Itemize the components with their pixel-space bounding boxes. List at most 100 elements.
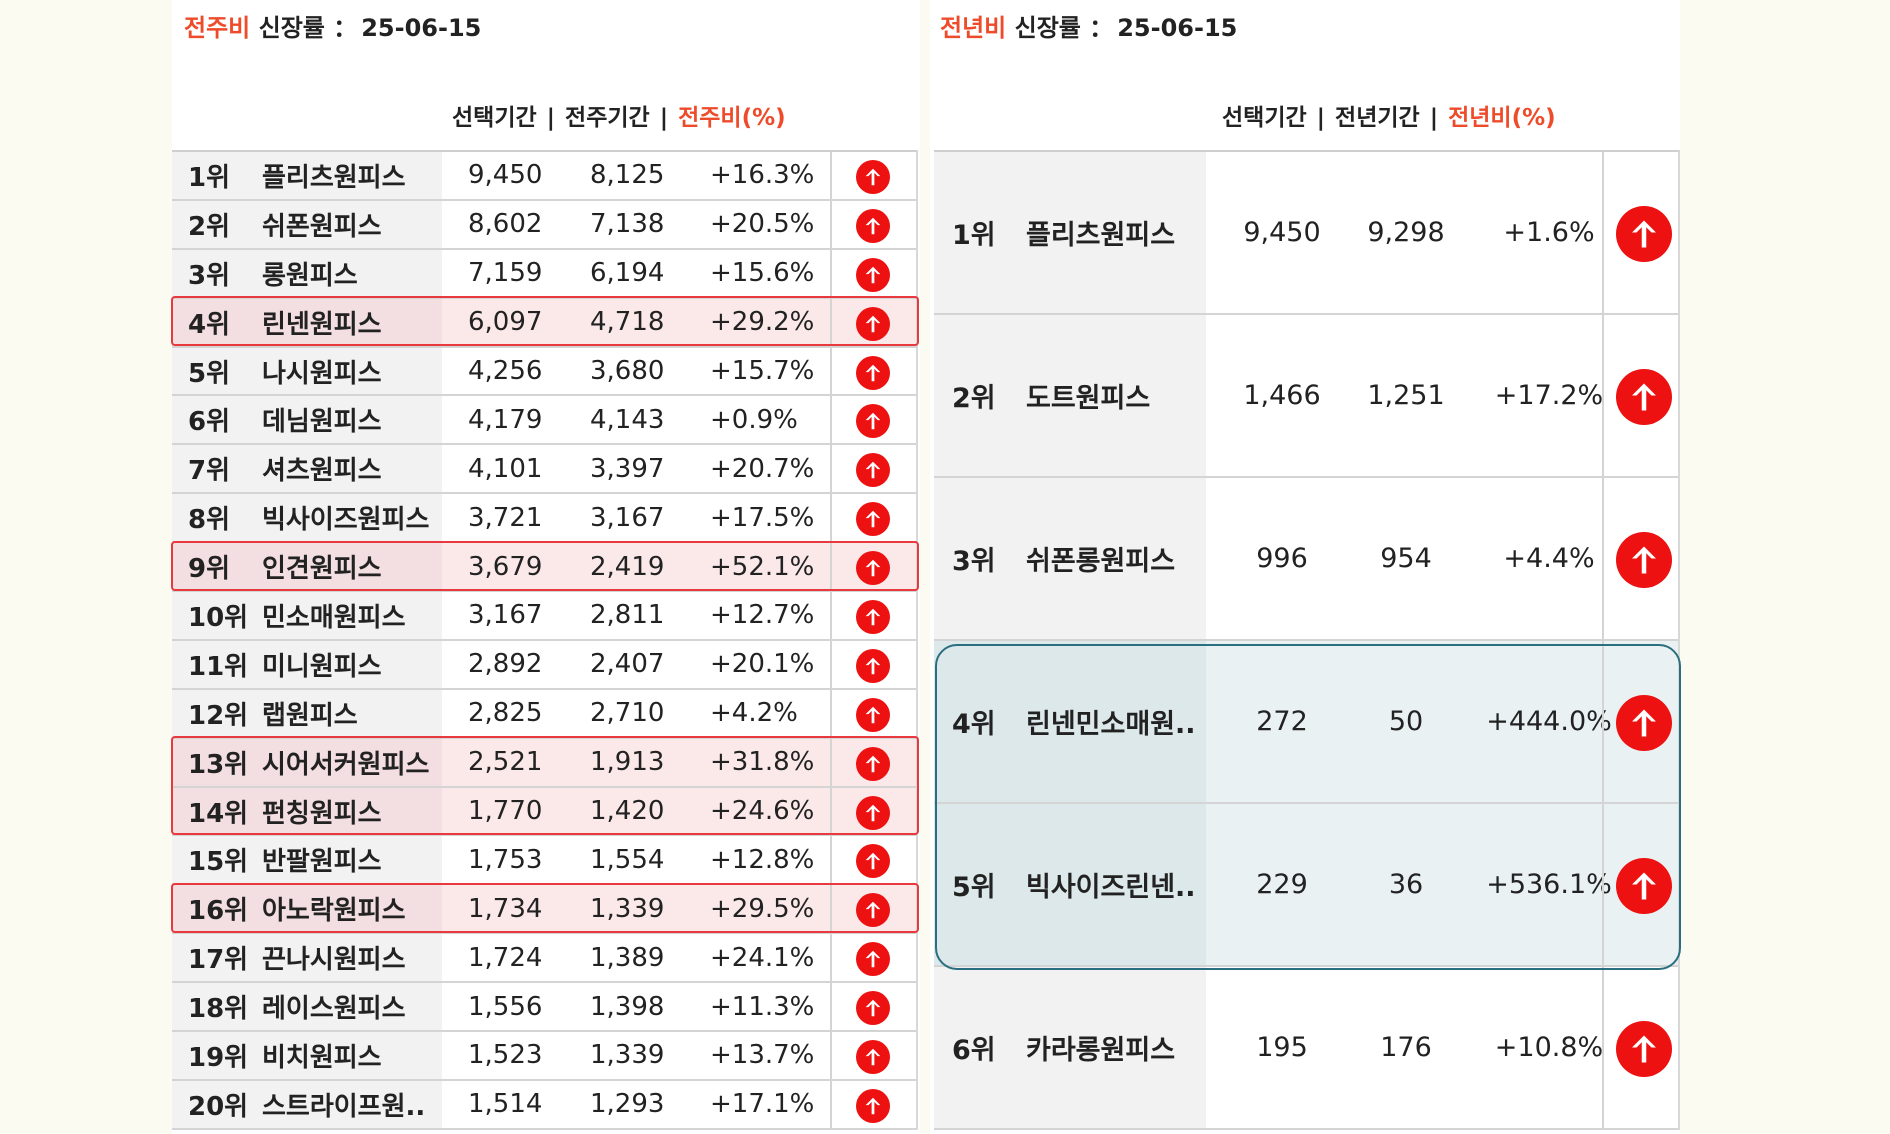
divider: [1602, 641, 1604, 802]
table-row[interactable]: 11위 미니원피스 2,892 2,407 +20.1%: [172, 640, 916, 690]
product-name: 린넨원피스: [262, 309, 382, 340]
table-row[interactable]: 10위 민소매원피스 3,167 2,811 +12.7%: [172, 592, 916, 641]
table-row[interactable]: 20위 스트라이프원.. 1,514 1,293 +17.1%: [172, 1080, 916, 1130]
selected-period-value: 6,097: [468, 307, 543, 338]
table-row[interactable]: 2위 쉬폰원피스 8,602 7,138 +20.5%: [172, 200, 916, 250]
rank-label: 17위: [188, 945, 249, 976]
previous-period-value: 1,913: [590, 747, 665, 778]
arrow-up-circle-icon: [856, 1040, 890, 1075]
table-row[interactable]: 1위 플리츠원피스 9,450 9,298 +1.6%: [934, 152, 1678, 315]
divider: [830, 1080, 832, 1128]
arrow-up-circle-icon: [856, 208, 890, 243]
table-row[interactable]: 2위 도트원피스 1,466 1,251 +17.2%: [934, 315, 1678, 478]
arrow-up-circle-icon: [856, 355, 890, 390]
table-row[interactable]: 4위 린넨민소매원.. 272 50 +444.0%: [934, 641, 1678, 804]
table-row[interactable]: 3위 롱원피스 7,159 6,194 +15.6%: [172, 249, 916, 299]
previous-period-value: 1,398: [590, 991, 665, 1022]
name-cell-bg: [934, 967, 1206, 1128]
name-cell-bg: [934, 804, 1206, 965]
rank-label: 3위: [188, 260, 231, 291]
product-name: 롱원피스: [262, 260, 358, 291]
table-row[interactable]: 8위 빅사이즈원피스 3,721 3,167 +17.5%: [172, 494, 916, 544]
weekly-panel-title: 전주비 신장률 ： 25-06-15: [184, 8, 481, 43]
table-row[interactable]: 12위 랩원피스 2,825 2,710 +4.2%: [172, 689, 916, 739]
yearly-title-accent: 전년비: [940, 14, 1007, 42]
divider: [830, 885, 832, 933]
header-selected-period: 선택기간: [452, 105, 537, 131]
table-row[interactable]: 17위 끈나시원피스 1,724 1,389 +24.1%: [172, 934, 916, 984]
growth-ratio: +20.5%: [710, 209, 815, 240]
weekly-title-label: 신장률 ：: [258, 14, 358, 42]
header-previous-year: 전년기간: [1335, 105, 1420, 131]
name-cell-bg: [172, 885, 442, 933]
table-row[interactable]: 3위 쉬폰롱원피스 996 954 +4.4%: [934, 478, 1678, 641]
divider: [830, 592, 832, 639]
divider: [830, 640, 832, 688]
name-cell-bg: [172, 1080, 442, 1128]
arrow-up-circle-icon: [1616, 369, 1672, 425]
selected-period-value: 1,753: [468, 844, 543, 875]
product-name: 펀칭원피스: [262, 798, 382, 829]
product-name: 인견원피스: [262, 554, 382, 585]
product-name: 플리츠원피스: [262, 162, 406, 193]
arrow-up-circle-icon: [856, 551, 890, 586]
table-row[interactable]: 18위 레이스원피스 1,556 1,398 +11.3%: [172, 983, 916, 1033]
table-row[interactable]: 14위 펀칭원피스 1,770 1,420 +24.6%: [172, 787, 916, 837]
product-name: 쉬폰원피스: [262, 211, 382, 242]
growth-ratio: +11.3%: [710, 991, 815, 1022]
rank-label: 19위: [188, 1042, 249, 1073]
weekly-column-headers: 선택기간 | 전주기간 | 전주비(%): [452, 98, 786, 132]
product-name: 카라롱원피스: [1026, 1035, 1176, 1066]
previous-period-value: 8,125: [590, 160, 665, 191]
arrow-up-circle-icon: [856, 844, 890, 879]
selected-period-value: 3,721: [468, 502, 543, 533]
rank-label: 13위: [188, 749, 249, 780]
table-row[interactable]: 6위 카라롱원피스 195 176 +10.8%: [934, 967, 1678, 1130]
name-cell-bg: [172, 689, 442, 737]
selected-period-value: 9,450: [1243, 217, 1321, 248]
growth-ratio: +4.2%: [710, 698, 798, 729]
growth-ratio: +13.7%: [710, 1040, 815, 1071]
arrow-up-circle-icon: [856, 453, 890, 488]
name-cell-bg: [172, 592, 442, 639]
table-row[interactable]: 15위 반팔원피스 1,753 1,554 +12.8%: [172, 836, 916, 886]
name-cell-bg: [172, 347, 442, 395]
table-row[interactable]: 6위 데님원피스 4,179 4,143 +0.9%: [172, 396, 916, 446]
growth-ratio: +16.3%: [710, 160, 815, 191]
rank-label: 2위: [188, 211, 231, 242]
previous-period-value: 3,680: [590, 356, 665, 386]
name-cell-bg: [172, 787, 442, 835]
previous-period-value: 6,194: [590, 258, 665, 289]
divider: [830, 494, 832, 542]
table-row[interactable]: 9위 인견원피스 3,679 2,419 +52.1%: [172, 543, 916, 593]
table-row[interactable]: 5위 빅사이즈린넨.. 229 36 +536.1%: [934, 804, 1678, 967]
header-week-ratio: 전주비(%): [678, 105, 786, 131]
divider: [830, 738, 832, 786]
name-cell-bg: [172, 640, 442, 688]
selected-period-value: 4,179: [468, 404, 543, 435]
table-row[interactable]: 13위 시어서커원피스 2,521 1,913 +31.8%: [172, 738, 916, 788]
name-cell-bg: [934, 315, 1206, 476]
divider: [1602, 804, 1604, 965]
divider: [1602, 967, 1604, 1128]
arrow-up-circle-icon: [1616, 858, 1672, 914]
table-row[interactable]: 1위 플리츠원피스 9,450 8,125 +16.3%: [172, 152, 916, 201]
previous-period-value: 36: [1388, 869, 1424, 900]
rank-label: 2위: [952, 383, 996, 414]
table-row[interactable]: 19위 비치원피스 1,523 1,339 +13.7%: [172, 1032, 916, 1081]
table-row[interactable]: 16위 아노락원피스 1,734 1,339 +29.5%: [172, 885, 916, 935]
growth-ratio: +17.1%: [710, 1089, 815, 1120]
previous-period-value: 4,143: [590, 404, 665, 435]
selected-period-value: 1,523: [468, 1040, 543, 1071]
table-row[interactable]: 7위 셔츠원피스 4,101 3,397 +20.7%: [172, 445, 916, 495]
header-selected-period: 선택기간: [1222, 105, 1307, 131]
table-row[interactable]: 5위 나시원피스 4,256 3,680 +15.7%: [172, 347, 916, 397]
growth-ratio: +20.1%: [710, 649, 815, 680]
product-name: 데님원피스: [262, 407, 382, 438]
arrow-up-circle-icon: [856, 257, 890, 292]
arrow-up-circle-icon: [856, 502, 890, 537]
arrow-up-circle-icon: [856, 795, 890, 830]
selected-period-value: 4,256: [468, 356, 543, 386]
table-row[interactable]: 4위 린넨원피스 6,097 4,718 +29.2%: [172, 298, 916, 348]
weekly-title-accent: 전주비: [184, 14, 251, 42]
